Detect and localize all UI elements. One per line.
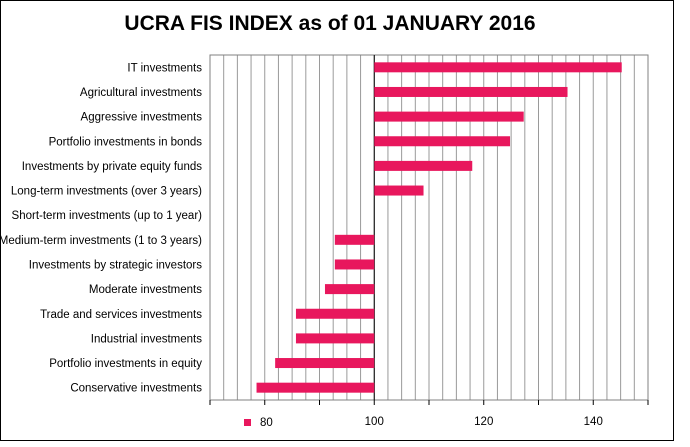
bar xyxy=(374,160,473,171)
bar xyxy=(334,259,375,270)
bar xyxy=(275,358,375,369)
category-label: Trade and services investments xyxy=(40,309,202,321)
category-label: Moderate investments xyxy=(89,284,202,296)
category-label: IT investments xyxy=(127,62,202,74)
category-label: Conservative investments xyxy=(70,383,202,395)
category-label: Industrial investments xyxy=(91,333,202,345)
bar xyxy=(334,234,375,245)
x-tick-label: 120 xyxy=(474,416,493,428)
category-label: Investments by strategic investors xyxy=(29,259,202,271)
legend-label: 80 xyxy=(260,417,273,429)
category-label: Long-term investments (over 3 years) xyxy=(11,186,202,198)
bar xyxy=(374,185,424,196)
category-label: Portfolio investments in bonds xyxy=(49,136,203,148)
plot-area: 100 120 140 IT investments Agricultural inve… xyxy=(0,54,649,429)
category-label: Medium-term investments (1 to 3 years) xyxy=(0,235,202,247)
category-label: Investments by private equity funds xyxy=(22,161,203,173)
legend-swatch xyxy=(244,419,251,426)
bar xyxy=(256,382,375,393)
bar xyxy=(324,284,375,295)
bar xyxy=(374,62,622,73)
category-label: Short-term investments (up to 1 year) xyxy=(12,210,203,222)
category-label: Portfolio investments in equity xyxy=(49,358,202,370)
chart-title: UCRA FIS INDEX as of 01 JANUARY 2016 xyxy=(124,12,535,35)
bar xyxy=(295,308,375,319)
bar xyxy=(374,136,511,147)
x-tick-label: 100 xyxy=(365,416,384,428)
category-label: Aggressive investments xyxy=(81,112,203,124)
bar xyxy=(295,333,375,344)
x-tick-label: 140 xyxy=(584,416,603,428)
category-label: Agricultural investments xyxy=(80,87,202,99)
bar xyxy=(374,86,568,97)
bar xyxy=(374,111,524,122)
